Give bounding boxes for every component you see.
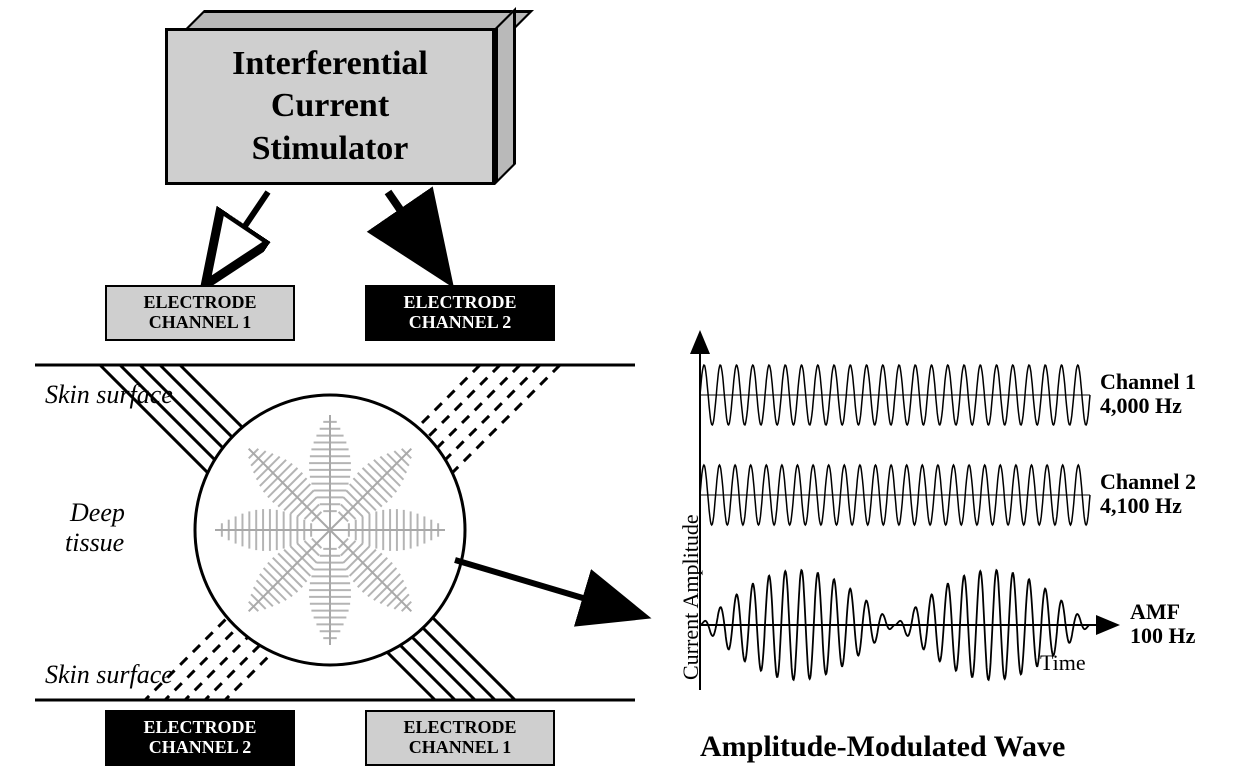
channel2-label-line2: 4,100 Hz — [1100, 494, 1196, 518]
interference-star — [215, 415, 445, 645]
electrode-ch2-bottom-line2: CHANNEL 2 — [115, 738, 285, 758]
channel1-label: Channel 1 4,000 Hz — [1100, 370, 1196, 418]
electrode-ch2-bottom-line1: ELECTRODE — [115, 718, 285, 738]
channel2-label: Channel 2 4,100 Hz — [1100, 470, 1196, 518]
deep-tissue-label2: tissue — [65, 528, 124, 558]
electrode-ch1-bottom: ELECTRODE CHANNEL 1 — [365, 710, 555, 766]
amplitude-modulated-title: Amplitude-Modulated Wave — [700, 730, 1065, 764]
wave-channel2 — [700, 465, 1090, 525]
channel1-label-line1: Channel 1 — [1100, 370, 1196, 394]
channel1-label-line2: 4,000 Hz — [1100, 394, 1196, 418]
amf-label: AMF 100 Hz — [1130, 600, 1195, 648]
amf-label-line2: 100 Hz — [1130, 624, 1195, 648]
skin-surface-bottom-label: Skin surface — [45, 660, 173, 690]
electrode-ch1-bottom-line2: CHANNEL 1 — [375, 738, 545, 758]
channel2-label-line1: Channel 2 — [1100, 470, 1196, 494]
x-axis-label: Time — [1040, 650, 1086, 676]
wave-channel1 — [700, 365, 1090, 425]
y-axis-label: Current Amplitude — [678, 514, 704, 680]
connector-arrow-icon — [455, 560, 640, 615]
skin-surface-top-label: Skin surface — [45, 380, 173, 410]
electrode-ch2-bottom: ELECTRODE CHANNEL 2 — [105, 710, 295, 766]
amf-label-line1: AMF — [1130, 600, 1195, 624]
deep-tissue-label1: Deep — [70, 498, 125, 528]
electrode-ch1-bottom-line1: ELECTRODE — [375, 718, 545, 738]
